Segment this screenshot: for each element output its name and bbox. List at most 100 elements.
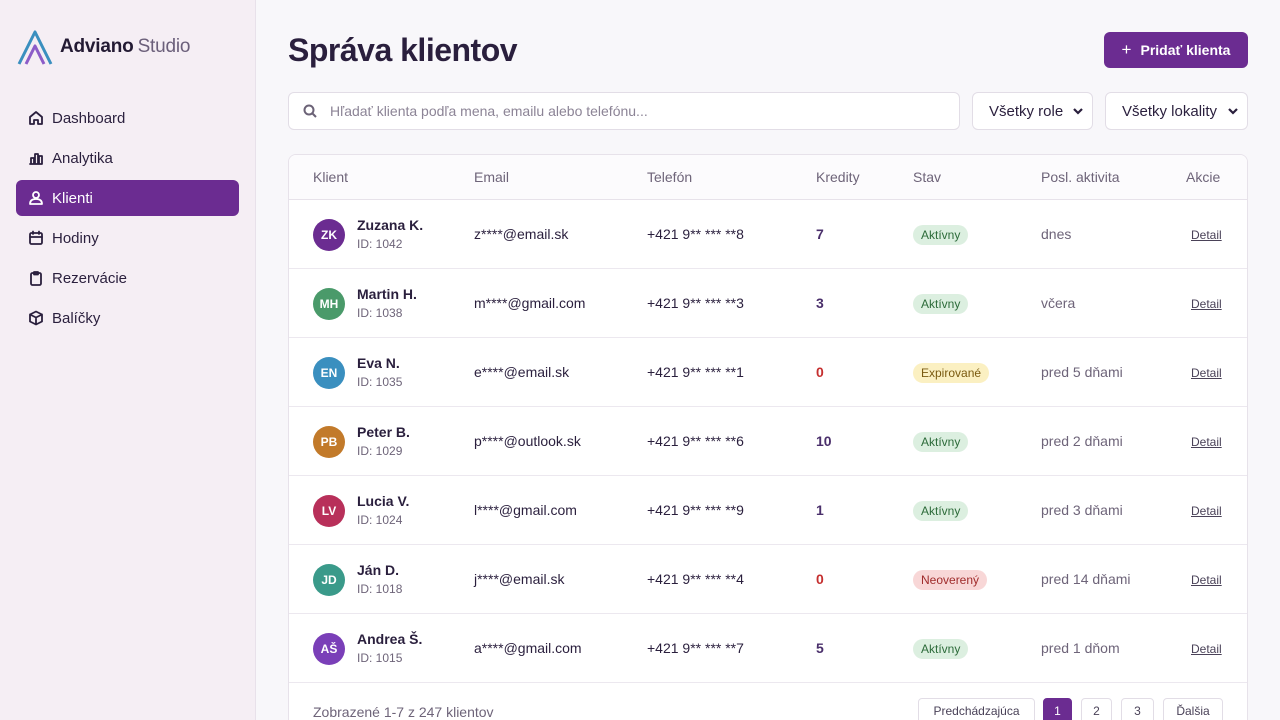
- pagination-page-3[interactable]: 3: [1121, 698, 1154, 720]
- client-email: e****@email.sk: [474, 364, 570, 380]
- client-id: ID: 1042: [357, 237, 403, 251]
- client-phone: +421 9** *** **4: [647, 571, 744, 587]
- client-name: Martin H.: [357, 286, 417, 302]
- sidebar-item-analytika[interactable]: Analytika: [16, 140, 239, 176]
- table-row[interactable]: LV Lucia V. ID: 1024 l****@gmail.com +421 9*…: [289, 476, 1247, 545]
- status-badge: Aktívny: [913, 432, 969, 452]
- table-row[interactable]: MH Martin H. ID: 1038 m****@gmail.com +421 9…: [289, 269, 1247, 338]
- avatar: ZK: [313, 219, 345, 251]
- detail-link[interactable]: Detail: [1191, 435, 1222, 449]
- detail-link[interactable]: Detail: [1191, 504, 1222, 518]
- client-credits: 1: [816, 502, 824, 518]
- client-credits: 10: [816, 433, 832, 449]
- brand-name: Adviano Studio: [60, 36, 190, 58]
- client-id: ID: 1038: [357, 306, 403, 320]
- client-email: p****@outlook.sk: [474, 433, 581, 449]
- client-last-activity: pred 1 dňom: [1041, 640, 1120, 656]
- search-icon: [303, 104, 317, 118]
- detail-link[interactable]: Detail: [1191, 297, 1222, 311]
- client-id: ID: 1018: [357, 582, 403, 596]
- client-phone: +421 9** *** **9: [647, 502, 744, 518]
- client-name: Ján D.: [357, 562, 400, 578]
- avatar: EN: [313, 357, 345, 389]
- header-actions: Akcie: [1186, 169, 1221, 185]
- detail-link[interactable]: Detail: [1191, 642, 1222, 656]
- brand-name-bold: Adviano: [60, 36, 134, 57]
- brand-logo[interactable]: Adviano Studio: [17, 28, 190, 66]
- client-email: l****@gmail.com: [474, 502, 577, 518]
- client-credits: 7: [816, 226, 824, 242]
- table-body: ZK Zuzana K. ID: 1042 z****@email.sk +421 9*…: [289, 200, 1247, 683]
- header-credits[interactable]: Kredity: [816, 169, 860, 185]
- client-last-activity: pred 14 dňami: [1041, 571, 1131, 587]
- client-phone: +421 9** *** **7: [647, 640, 744, 656]
- header-activity[interactable]: Posl. aktivita: [1041, 169, 1120, 185]
- client-name: Andrea Š.: [357, 631, 423, 647]
- table-row[interactable]: ZK Zuzana K. ID: 1042 z****@email.sk +421 9*…: [289, 200, 1247, 269]
- status-badge: Aktívny: [913, 639, 969, 659]
- table-row[interactable]: AŠ Andrea Š. ID: 1015 a****@gmail.com +421 9…: [289, 614, 1247, 683]
- client-last-activity: včera: [1041, 295, 1076, 311]
- status-badge: Aktívny: [913, 501, 969, 521]
- sidebar-item-hodiny[interactable]: Hodiny: [16, 220, 239, 256]
- header-email[interactable]: Email: [474, 169, 510, 185]
- client-id: ID: 1029: [357, 444, 403, 458]
- avatar: MH: [313, 288, 345, 320]
- chevron-down-icon: [1228, 108, 1238, 115]
- sidebar-item-balicky[interactable]: Balíčky: [16, 300, 239, 336]
- client-email: a****@gmail.com: [474, 640, 582, 656]
- header-phone[interactable]: Telefón: [647, 169, 693, 185]
- table-footer: Zobrazené 1-7 z 247 klientov Predchádzaj…: [289, 683, 1247, 720]
- client-phone: +421 9** *** **6: [647, 433, 744, 449]
- pagination-summary: Zobrazené 1-7 z 247 klientov: [313, 704, 494, 720]
- client-email: m****@gmail.com: [474, 295, 586, 311]
- client-email: z****@email.sk: [474, 226, 569, 242]
- add-client-button[interactable]: + Pridať klienta: [1104, 32, 1248, 68]
- logo-icon: [17, 30, 53, 65]
- search-box: [288, 92, 960, 130]
- pagination-page-2[interactable]: 2: [1081, 698, 1112, 720]
- table-row[interactable]: EN Eva N. ID: 1035 e****@email.sk +421 9** *…: [289, 338, 1247, 407]
- home-icon: [29, 111, 43, 125]
- table-row[interactable]: JD Ján D. ID: 1018 j****@email.sk +421 9** *…: [289, 545, 1247, 614]
- plus-icon: +: [1121, 40, 1132, 59]
- detail-link[interactable]: Detail: [1191, 573, 1222, 587]
- client-name: Peter B.: [357, 424, 410, 440]
- header-client[interactable]: Klient: [313, 169, 349, 185]
- client-credits: 0: [816, 364, 824, 380]
- status-badge: Neoverený: [913, 570, 988, 590]
- header-status[interactable]: Stav: [913, 169, 942, 185]
- client-credits: 3: [816, 295, 824, 311]
- client-last-activity: pred 5 dňami: [1041, 364, 1123, 380]
- sidebar-item-dashboard[interactable]: Dashboard: [16, 100, 239, 136]
- bar-chart-icon: [29, 153, 43, 165]
- pagination-page-1[interactable]: 1: [1043, 698, 1072, 720]
- package-icon: [29, 310, 43, 326]
- pagination-prev-button[interactable]: Predchádzajúca: [918, 698, 1035, 720]
- sidebar-item-label: Klienti: [52, 189, 93, 207]
- sidebar: Adviano Studio Dashboard Analytika Klient…: [0, 0, 256, 720]
- status-badge: Aktívny: [913, 225, 969, 245]
- client-phone: +421 9** *** **1: [647, 364, 744, 380]
- client-last-activity: dnes: [1041, 226, 1072, 242]
- role-filter-select[interactable]: Všetky role: [972, 92, 1093, 130]
- sidebar-nav: Dashboard Analytika Klienti Hodiny Rezer…: [16, 100, 239, 340]
- table-header: Klient Email Telefón Kredity Stav Posl. …: [289, 155, 1247, 200]
- sidebar-item-label: Rezervácie: [52, 269, 128, 287]
- sidebar-item-label: Analytika: [52, 149, 113, 167]
- sidebar-item-label: Dashboard: [52, 109, 126, 127]
- search-input[interactable]: [330, 103, 930, 119]
- avatar: JD: [313, 564, 345, 596]
- location-filter-select[interactable]: Všetky lokality: [1105, 92, 1248, 130]
- detail-link[interactable]: Detail: [1191, 366, 1222, 380]
- pagination-next-button[interactable]: Ďalšia: [1163, 698, 1223, 720]
- client-credits: 5: [816, 640, 824, 656]
- client-email: j****@email.sk: [474, 571, 565, 587]
- page-title: Správa klientov: [288, 32, 518, 68]
- client-phone: +421 9** *** **3: [647, 295, 744, 311]
- sidebar-item-rezervacie[interactable]: Rezervácie: [16, 260, 239, 296]
- client-id: ID: 1024: [357, 513, 403, 527]
- sidebar-item-klienti[interactable]: Klienti: [16, 180, 239, 216]
- table-row[interactable]: PB Peter B. ID: 1029 p****@outlook.sk +421 9…: [289, 407, 1247, 476]
- detail-link[interactable]: Detail: [1191, 228, 1222, 242]
